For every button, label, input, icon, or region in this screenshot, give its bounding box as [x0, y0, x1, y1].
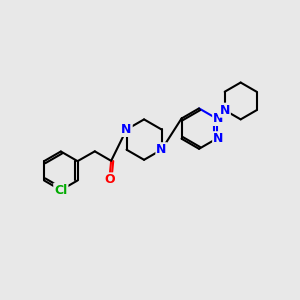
Text: N: N — [220, 104, 230, 117]
Text: O: O — [104, 173, 115, 186]
Text: N: N — [213, 132, 224, 145]
Text: N: N — [213, 112, 224, 125]
Text: N: N — [156, 143, 167, 156]
Text: Cl: Cl — [54, 184, 68, 196]
Text: N: N — [122, 123, 132, 136]
